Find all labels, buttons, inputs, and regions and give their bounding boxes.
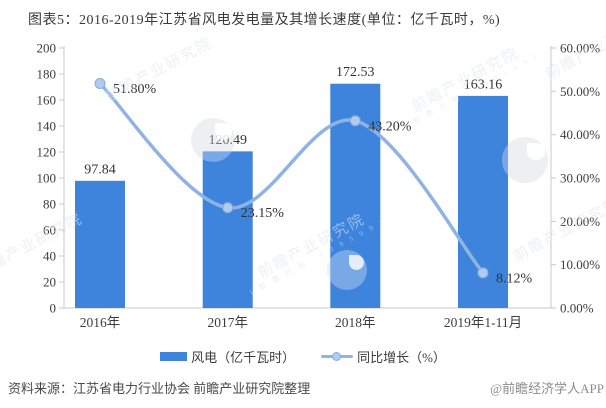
line-value-label: 51.80% (113, 82, 157, 97)
left-axis-tick-label: 100 (37, 171, 57, 186)
right-axis-tick-label: 0.00% (560, 301, 594, 316)
footer: 资料来源：江苏省电力行业协会 前瞻产业研究院整理 @前瞻经济学人APP (0, 378, 606, 397)
brand-credit: @前瞻经济学人APP (490, 381, 604, 396)
x-axis-category-label: 2016年 (80, 315, 121, 330)
left-axis-tick-label: 40 (43, 249, 56, 264)
source-note: 资料来源：江苏省电力行业协会 前瞻产业研究院整理 (8, 381, 311, 396)
left-axis-tick-label: 200 (37, 41, 57, 56)
line-marker (222, 202, 234, 214)
bar (202, 151, 253, 308)
right-axis-tick-label: 60.00% (560, 41, 600, 56)
right-axis-tick-label: 30.00% (560, 171, 600, 186)
right-axis-tick-label: 50.00% (560, 84, 600, 99)
bar-value-label: 172.53 (336, 65, 375, 80)
line-marker (94, 78, 106, 90)
right-axis-tick-label: 40.00% (560, 127, 600, 142)
chart-title: 图表5：2016-2019年江苏省风电发电量及其增长速度(单位：亿千瓦时，%) (28, 13, 501, 28)
left-axis-tick-label: 180 (37, 67, 57, 82)
bar-value-label: 163.16 (464, 77, 503, 92)
left-axis-tick-label: 20 (43, 275, 56, 290)
bar-series: 97.84 120.49 172.53 163.16 (75, 65, 508, 308)
line-value-label: 43.20% (368, 119, 412, 134)
legend-item-wind-power: 风电（亿千瓦时） (160, 347, 295, 366)
right-axis-tick-label: 20.00% (560, 214, 600, 229)
line-series: 51.80% 23.15% 43.20% 8.12% (94, 78, 533, 286)
left-axis-tick-label: 0 (50, 301, 57, 316)
legend-label-wind-power: 风电（亿千瓦时） (191, 350, 296, 365)
left-axis-tick-label: 120 (37, 145, 57, 160)
left-axis-tick-label: 80 (43, 197, 56, 212)
legend-item-yoy-growth: 同比增长（%） (321, 347, 446, 366)
chart-legend: 风电（亿千瓦时） 同比增长（%） (0, 347, 606, 366)
line-swatch-dot (332, 352, 342, 361)
bar-value-label: 120.49 (208, 133, 247, 148)
left-axis-tick-label: 160 (37, 93, 57, 108)
line-marker (477, 267, 489, 279)
bar (75, 180, 125, 308)
left-axis-tick-label: 60 (43, 223, 56, 238)
x-axis: 2016年 2017年 2018年 2019年1-11月 (80, 315, 522, 330)
left-axis-tick-label: 140 (37, 119, 57, 134)
y-axis-right: 60.00% 50.00% 40.00% 30.00% 20.00% 10.00% 0.00… (551, 41, 600, 316)
bar-swatch-icon (160, 352, 188, 361)
x-axis-category-label: 2017年 (207, 315, 248, 330)
line-value-label: 23.15% (241, 206, 285, 221)
trend-line (98, 81, 485, 275)
right-axis-tick-label: 10.00% (560, 257, 600, 272)
line-value-label: 8.12% (496, 271, 533, 286)
bar-value-label: 97.84 (84, 162, 116, 177)
line-marker (349, 115, 361, 127)
legend-label-yoy-growth: 同比增长（%） (357, 350, 446, 365)
x-axis-category-label: 2019年1-11月 (444, 315, 522, 330)
line-marker-swatch-icon (321, 351, 354, 362)
x-axis-category-label: 2018年 (335, 315, 376, 330)
